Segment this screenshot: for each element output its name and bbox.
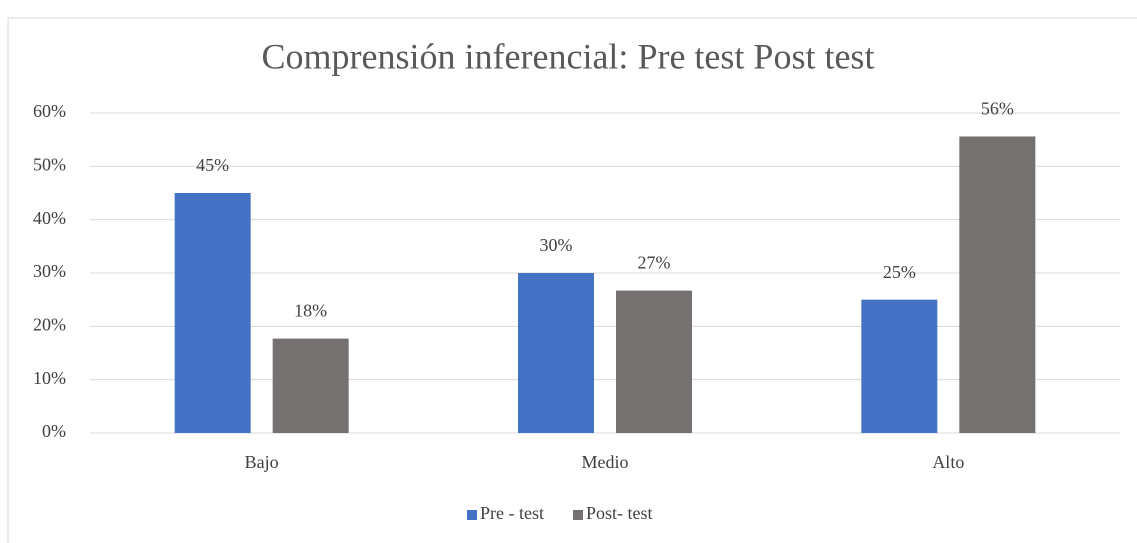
- data-label: 45%: [196, 155, 229, 175]
- bar: [272, 338, 349, 433]
- bar: [518, 273, 594, 433]
- data-label: 25%: [883, 262, 916, 282]
- y-tick-label: 10%: [33, 368, 66, 388]
- bar: [861, 299, 938, 433]
- data-label: 56%: [981, 99, 1014, 119]
- legend-label: Post- test: [586, 503, 653, 523]
- legend-label: Pre - test: [480, 503, 544, 523]
- x-tick-label: Medio: [582, 452, 629, 472]
- legend-swatch: [573, 510, 583, 520]
- legend-swatch: [467, 510, 477, 520]
- y-tick-label: 40%: [33, 208, 66, 228]
- data-label: 18%: [294, 301, 327, 321]
- bar: [959, 136, 1036, 433]
- y-tick-label: 20%: [33, 314, 66, 334]
- data-label: 27%: [638, 253, 671, 273]
- y-tick-label: 30%: [33, 261, 66, 281]
- chart-frame: [7, 17, 1137, 543]
- y-tick-label: 60%: [33, 101, 66, 121]
- y-tick-label: 0%: [42, 421, 66, 441]
- bar: [174, 193, 251, 433]
- y-tick-label: 50%: [33, 154, 66, 174]
- x-tick-label: Bajo: [245, 452, 279, 472]
- bar: [616, 290, 692, 433]
- chart-title: Comprensión inferencial: Pre test Post t…: [262, 36, 875, 76]
- data-label: 30%: [540, 235, 573, 255]
- x-tick-label: Alto: [932, 452, 964, 472]
